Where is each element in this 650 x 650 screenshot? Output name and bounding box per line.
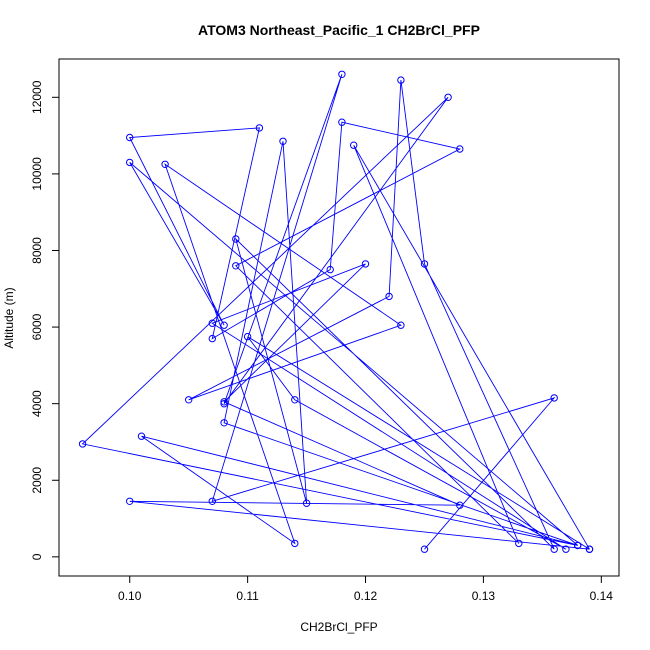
data-point bbox=[420, 260, 429, 268]
data-point bbox=[550, 545, 558, 553]
data-point bbox=[220, 400, 228, 408]
data-point bbox=[350, 141, 358, 149]
y-tick-label: 10000 bbox=[30, 157, 44, 191]
data-point bbox=[220, 321, 228, 329]
y-tick-label: 0 bbox=[30, 553, 44, 560]
data-point bbox=[361, 260, 370, 268]
data-point bbox=[585, 545, 594, 553]
data-point bbox=[243, 332, 252, 341]
data-point bbox=[137, 432, 146, 440]
data-point bbox=[126, 158, 134, 167]
data-point bbox=[338, 70, 346, 79]
y-tick-label: 8000 bbox=[30, 237, 44, 264]
data-layer bbox=[78, 70, 594, 553]
y-tick-label: 12000 bbox=[30, 80, 44, 114]
data-point bbox=[185, 396, 193, 404]
data-point bbox=[338, 118, 346, 126]
data-point bbox=[456, 501, 464, 509]
data-point bbox=[208, 334, 217, 343]
data-point bbox=[220, 419, 228, 427]
data-point bbox=[279, 137, 287, 146]
data-point bbox=[397, 321, 405, 329]
data-point bbox=[291, 396, 299, 404]
data-point bbox=[220, 398, 228, 406]
y-tick-label: 4000 bbox=[30, 390, 44, 417]
data-point bbox=[291, 539, 299, 548]
data-point bbox=[420, 545, 429, 553]
y-tick-label: 2000 bbox=[30, 467, 44, 494]
y-axis: 0 2000 4000 6000 8000 10000 12000 bbox=[30, 80, 60, 560]
data-point bbox=[444, 93, 452, 102]
x-tick-label: 0.11 bbox=[236, 589, 259, 603]
x-tick-label: 0.10 bbox=[118, 589, 142, 603]
x-axis-label: CH2BrCl_PFP bbox=[300, 620, 377, 634]
data-point bbox=[302, 499, 311, 507]
y-axis-label: Altitude (m) bbox=[2, 287, 16, 348]
data-point bbox=[255, 124, 264, 132]
data-point bbox=[574, 541, 582, 550]
data-point bbox=[232, 262, 240, 270]
data-point bbox=[208, 319, 217, 327]
data-point bbox=[126, 497, 134, 505]
data-point bbox=[78, 440, 87, 448]
data-point bbox=[385, 292, 393, 301]
x-axis: 0.10 0.11 0.12 0.13 0.14 bbox=[118, 575, 614, 603]
data-point bbox=[562, 545, 570, 553]
data-point bbox=[456, 145, 464, 153]
data-point bbox=[161, 160, 169, 169]
x-tick-label: 0.14 bbox=[590, 589, 614, 603]
data-point bbox=[126, 133, 134, 142]
series-line bbox=[81, 74, 590, 550]
x-tick-label: 0.12 bbox=[354, 589, 378, 603]
data-point bbox=[515, 539, 523, 548]
chart-title: ATOM3 Northeast_Pacific_1 CH2BrCl_PFP bbox=[198, 22, 480, 38]
data-point bbox=[208, 497, 217, 505]
y-tick-label: 6000 bbox=[30, 313, 44, 340]
x-tick-label: 0.13 bbox=[472, 589, 496, 603]
data-point bbox=[326, 265, 334, 274]
data-point bbox=[550, 394, 558, 402]
data-point bbox=[397, 76, 405, 84]
data-point bbox=[232, 235, 240, 243]
